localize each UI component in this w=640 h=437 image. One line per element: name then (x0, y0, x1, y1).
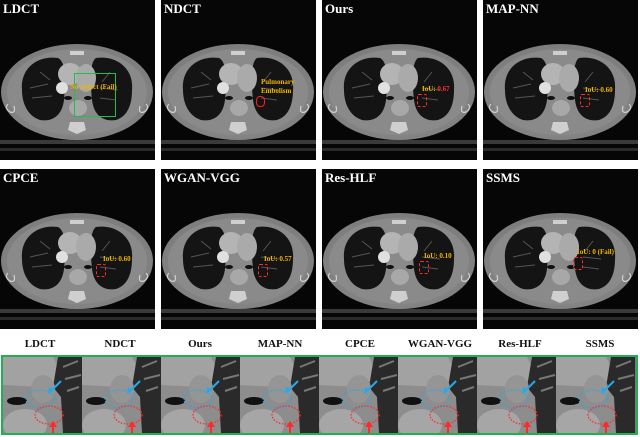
panel-ours: Ours IoU: 0.67 (322, 0, 477, 160)
ct-slice-image (322, 169, 477, 329)
ct-slice-image (483, 0, 638, 160)
iou-prefix: IoU: (422, 85, 436, 93)
crop-image (319, 357, 398, 433)
crop-image (3, 357, 82, 433)
panel-title: CPCE (3, 170, 39, 185)
strip-label-wgan-vgg: WGAN-VGG (407, 338, 473, 350)
iou-annotation: IoU: 0.60 (103, 255, 131, 263)
embolism-outline (256, 96, 265, 107)
strip-label-map-nn: MAP-NN (257, 338, 303, 350)
crop-res-hlf (477, 357, 556, 433)
crop-image (240, 357, 319, 433)
crop-image (477, 357, 556, 433)
roi-dashed-box (258, 264, 268, 277)
crop-ldct (3, 357, 82, 433)
iou-annotation: IoU: 0.10 (424, 252, 452, 260)
annotation-line-2: Embolism (261, 87, 292, 95)
panel-title: LDCT (3, 1, 40, 16)
iou-annotation: IoU: 0.67 (422, 85, 450, 93)
panel-title: WGAN-VGG (164, 170, 240, 185)
roi-dashed-box (573, 257, 583, 270)
strip-label-ndct: NDCT (104, 338, 136, 350)
iou-annotation: IoU: 0.60 (585, 86, 613, 94)
crop-image (161, 357, 240, 433)
ct-slice-image (0, 169, 155, 329)
strip-label-res-hlf: Res-HLF (498, 338, 542, 350)
panel-title: Res-HLF (325, 170, 377, 185)
panel-ssms: SSMS IoU: 0 (Fail) (483, 169, 638, 329)
panel-ldct: LDCT No object (Fail) (0, 0, 155, 160)
ct-slice-image (161, 169, 316, 329)
panel-title: SSMS (486, 170, 520, 185)
panel-map-nn: MAP-NN IoU: 0.60 (483, 0, 638, 160)
panel-wgan-vgg: WGAN-VGG IoU: 0.57 (161, 169, 316, 329)
strip-label-cpce: CPCE (345, 338, 375, 350)
panel-title: Ours (325, 1, 354, 16)
panel-title: MAP-NN (486, 1, 539, 16)
roi-dashed-box (96, 264, 106, 277)
crop-ndct (82, 357, 161, 433)
crop-image (556, 357, 635, 433)
strip-label-ldct: LDCT (24, 338, 56, 350)
zoomed-crop-strip (1, 355, 638, 435)
annotation-line-1: Pulmonary (261, 78, 295, 86)
panel-cpce: CPCE IoU: 0.60 (0, 169, 155, 329)
crop-image (398, 357, 477, 433)
roi-dashed-box (580, 94, 590, 107)
panel-ndct: NDCT Pulmonary Embolism (161, 0, 316, 160)
crop-image (82, 357, 161, 433)
green-detection-box (74, 73, 116, 117)
ct-slice-image (483, 169, 638, 329)
strip-label-ours: Ours (188, 338, 212, 350)
ct-slice-image (322, 0, 477, 160)
iou-annotation: IoU: 0 (Fail) (577, 248, 614, 256)
strip-label-ssms: SSMS (585, 338, 615, 350)
panel-res-hlf: Res-HLF IoU: 0.10 (322, 169, 477, 329)
roi-dashed-box (417, 94, 427, 107)
roi-dashed-box (419, 261, 429, 274)
iou-annotation: IoU: 0.57 (264, 255, 292, 263)
iou-value: 0.67 (437, 85, 450, 93)
crop-ssms (556, 357, 635, 433)
annotation-label: No object (Fail) (70, 83, 117, 91)
crop-ours (161, 357, 240, 433)
crop-cpce (319, 357, 398, 433)
panel-title: NDCT (164, 1, 201, 16)
crop-wgan-vgg (398, 357, 477, 433)
crop-map-nn (240, 357, 319, 433)
